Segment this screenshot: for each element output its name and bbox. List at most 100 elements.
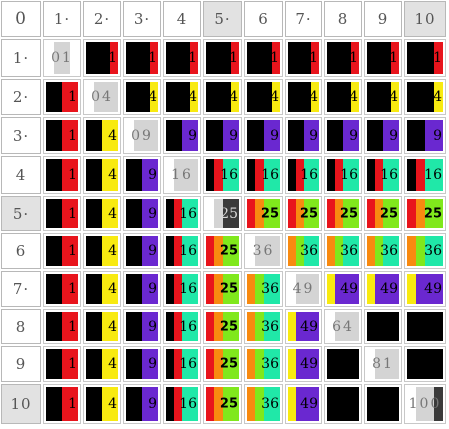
product-cell-r3-c1[interactable]: 1 [43, 117, 81, 154]
product-cell-r3-c10[interactable]: 9 [404, 117, 446, 154]
product-cell-r2-c8[interactable]: 4 [324, 79, 362, 115]
product-cell-r8-c1[interactable]: 1 [43, 309, 81, 344]
product-cell-r1-c7[interactable]: 1 [285, 39, 322, 77]
product-cell-r3-c7[interactable]: 9 [285, 117, 322, 154]
product-cell-r5-c8[interactable]: 25 [324, 196, 362, 231]
product-cell-r8-c10[interactable] [404, 309, 446, 344]
product-cell-r6-c10[interactable]: 36 [404, 233, 446, 269]
product-cell-r10-c6[interactable]: 36 [244, 384, 283, 424]
product-cell-r3-c5[interactable]: 9 [203, 117, 242, 154]
product-cell-r4-c7[interactable]: 16 [285, 156, 322, 194]
product-cell-r10-c9[interactable] [364, 384, 402, 424]
product-cell-r1-c4[interactable]: 1 [163, 39, 201, 77]
product-cell-r1-c1[interactable]: 01 [43, 39, 81, 77]
product-cell-r8-c6[interactable]: 36 [244, 309, 283, 344]
product-cell-r10-c5[interactable]: 25 [203, 384, 242, 424]
product-cell-r1-c2[interactable]: 1 [83, 39, 121, 77]
product-cell-r7-c7[interactable]: 49 [285, 271, 322, 307]
product-cell-r8-c4[interactable]: 16 [163, 309, 201, 344]
product-cell-r8-c7[interactable]: 49 [285, 309, 322, 344]
product-cell-r1-c3[interactable]: 1 [123, 39, 161, 77]
product-cell-r9-c10[interactable] [404, 346, 446, 382]
product-cell-r8-c2[interactable]: 4 [83, 309, 121, 344]
product-cell-r5-c10[interactable]: 25 [404, 196, 446, 231]
product-cell-r8-c5[interactable]: 25 [203, 309, 242, 344]
product-cell-r9-c8[interactable] [324, 346, 362, 382]
product-cell-r9-c2[interactable]: 4 [83, 346, 121, 382]
product-cell-r2-c10[interactable]: 4 [404, 79, 446, 115]
product-cell-r2-c1[interactable]: 1 [43, 79, 81, 115]
product-cell-r7-c6[interactable]: 36 [244, 271, 283, 307]
product-cell-r10-c2[interactable]: 4 [83, 384, 121, 424]
product-cell-r4-c4[interactable]: 16 [163, 156, 201, 194]
product-cell-r4-c5[interactable]: 16 [203, 156, 242, 194]
product-cell-r1-c9[interactable]: 1 [364, 39, 402, 77]
product-cell-r7-c3[interactable]: 9 [123, 271, 161, 307]
product-cell-r3-c8[interactable]: 9 [324, 117, 362, 154]
product-cell-r7-c8[interactable]: 49 [324, 271, 362, 307]
product-cell-r2-c2[interactable]: 04 [83, 79, 121, 115]
product-cell-r7-c5[interactable]: 25 [203, 271, 242, 307]
product-cell-r8-c9[interactable] [364, 309, 402, 344]
product-cell-r7-c10[interactable]: 49 [404, 271, 446, 307]
product-cell-r3-c3[interactable]: 09 [123, 117, 161, 154]
product-cell-r1-c6[interactable]: 1 [244, 39, 283, 77]
product-cell-r3-c9[interactable]: 9 [364, 117, 402, 154]
product-cell-r6-c4[interactable]: 16 [163, 233, 201, 269]
product-cell-r2-c7[interactable]: 4 [285, 79, 322, 115]
product-cell-r4-c3[interactable]: 9 [123, 156, 161, 194]
product-cell-r8-c3[interactable]: 9 [123, 309, 161, 344]
product-cell-r10-c4[interactable]: 16 [163, 384, 201, 424]
product-cell-r3-c2[interactable]: 4 [83, 117, 121, 154]
product-cell-r4-c10[interactable]: 16 [404, 156, 446, 194]
product-cell-r1-c8[interactable]: 1 [324, 39, 362, 77]
product-cell-r6-c2[interactable]: 4 [83, 233, 121, 269]
product-cell-r4-c6[interactable]: 16 [244, 156, 283, 194]
product-cell-r6-c9[interactable]: 36 [364, 233, 402, 269]
product-cell-r9-c9[interactable]: 81 [364, 346, 402, 382]
product-cell-r9-c1[interactable]: 1 [43, 346, 81, 382]
product-cell-r5-c9[interactable]: 25 [364, 196, 402, 231]
product-cell-r9-c6[interactable]: 36 [244, 346, 283, 382]
product-cell-r9-c7[interactable]: 49 [285, 346, 322, 382]
product-cell-r5-c7[interactable]: 25 [285, 196, 322, 231]
product-cell-r6-c3[interactable]: 9 [123, 233, 161, 269]
product-cell-r2-c9[interactable]: 4 [364, 79, 402, 115]
product-cell-r5-c2[interactable]: 4 [83, 196, 121, 231]
product-cell-r7-c4[interactable]: 16 [163, 271, 201, 307]
product-cell-r2-c3[interactable]: 4 [123, 79, 161, 115]
product-cell-r10-c1[interactable]: 1 [43, 384, 81, 424]
product-cell-r2-c6[interactable]: 4 [244, 79, 283, 115]
product-cell-r7-c1[interactable]: 1 [43, 271, 81, 307]
product-cell-r6-c6[interactable]: 36 [244, 233, 283, 269]
product-cell-r9-c5[interactable]: 25 [203, 346, 242, 382]
product-cell-r1-c10[interactable]: 1 [404, 39, 446, 77]
product-cell-r5-c5[interactable]: 25 [203, 196, 242, 231]
product-cell-r7-c2[interactable]: 4 [83, 271, 121, 307]
product-cell-r8-c8[interactable]: 64 [324, 309, 362, 344]
product-cell-r2-c5[interactable]: 4 [203, 79, 242, 115]
product-cell-r4-c9[interactable]: 16 [364, 156, 402, 194]
product-cell-r9-c4[interactable]: 16 [163, 346, 201, 382]
product-cell-r9-c3[interactable]: 9 [123, 346, 161, 382]
product-cell-r1-c5[interactable]: 1 [203, 39, 242, 77]
product-cell-r5-c3[interactable]: 9 [123, 196, 161, 231]
product-cell-r10-c10[interactable]: 100 [404, 384, 446, 424]
product-cell-r10-c7[interactable]: 49 [285, 384, 322, 424]
product-cell-r2-c4[interactable]: 4 [163, 79, 201, 115]
product-cell-r10-c8[interactable] [324, 384, 362, 424]
product-cell-r3-c4[interactable]: 9 [163, 117, 201, 154]
product-cell-r5-c1[interactable]: 1 [43, 196, 81, 231]
product-cell-r6-c7[interactable]: 36 [285, 233, 322, 269]
product-cell-r3-c6[interactable]: 9 [244, 117, 283, 154]
product-cell-r6-c1[interactable]: 1 [43, 233, 81, 269]
product-cell-r6-c8[interactable]: 36 [324, 233, 362, 269]
product-cell-r5-c6[interactable]: 25 [244, 196, 283, 231]
product-cell-r7-c9[interactable]: 49 [364, 271, 402, 307]
product-cell-r5-c4[interactable]: 16 [163, 196, 201, 231]
product-cell-r4-c2[interactable]: 4 [83, 156, 121, 194]
product-cell-r10-c3[interactable]: 9 [123, 384, 161, 424]
product-cell-r6-c5[interactable]: 25 [203, 233, 242, 269]
product-cell-r4-c8[interactable]: 16 [324, 156, 362, 194]
product-cell-r4-c1[interactable]: 1 [43, 156, 81, 194]
